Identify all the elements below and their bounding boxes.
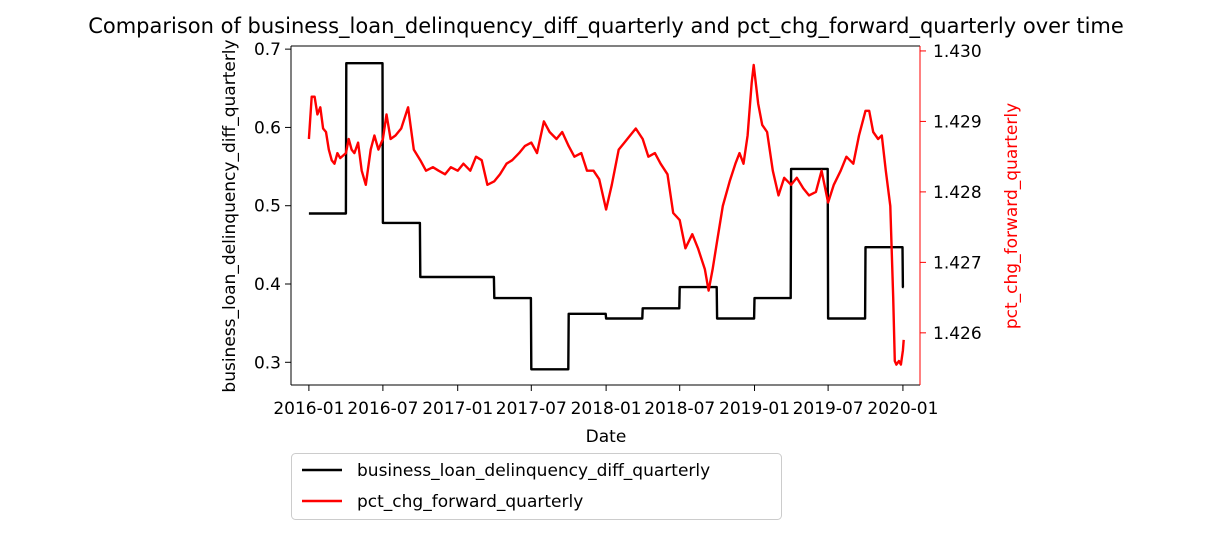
x-tick-label: 2020-01 xyxy=(867,399,938,419)
left-y-tick-label: 0.4 xyxy=(254,275,281,295)
legend-label-left-series: business_loan_delinquency_diff_quarterly xyxy=(357,461,710,481)
right-y-tick-label: 1.429 xyxy=(933,112,982,132)
left-y-tick-label: 0.5 xyxy=(254,197,281,217)
x-tick-label: 2016-01 xyxy=(273,399,344,419)
x-tick-label: 2017-01 xyxy=(422,399,493,419)
right-y-axis-label: pct_chg_forward_quarterly xyxy=(1002,103,1022,329)
left-y-tick-label: 0.6 xyxy=(254,118,281,138)
x-tick-label: 2016-07 xyxy=(347,399,418,419)
series-line-right xyxy=(307,63,905,366)
legend-label-right-series: pct_chg_forward_quarterly xyxy=(357,492,583,512)
left-y-tick-label: 0.7 xyxy=(254,40,281,60)
x-tick-label: 2018-01 xyxy=(571,399,642,419)
right-y-tick-label: 1.430 xyxy=(933,42,982,62)
x-tick-label: 2017-07 xyxy=(496,399,567,419)
x-tick-label: 2018-07 xyxy=(644,399,715,419)
left-y-axis-label: business_loan_delinquency_diff_quarterly xyxy=(220,39,240,392)
legend-frame xyxy=(291,453,782,520)
chart-title: Comparison of business_loan_delinquency_… xyxy=(88,14,1124,39)
x-tick-label: 2019-07 xyxy=(793,399,864,419)
right-y-tick-label: 1.428 xyxy=(933,183,982,203)
axes: 2016-01 2016-07 2017-01 2017-07 2018-01 2018-… xyxy=(254,40,982,419)
x-axis-label: Date xyxy=(586,427,627,447)
right-y-tick-label: 1.426 xyxy=(933,324,982,344)
legend: business_loan_delinquency_diff_quarterly… xyxy=(291,453,782,520)
left-y-tick-label: 0.3 xyxy=(254,353,281,373)
plot-area xyxy=(307,62,905,371)
right-y-tick-label: 1.427 xyxy=(933,253,982,273)
x-tick-label: 2019-01 xyxy=(719,399,790,419)
series-line-left xyxy=(308,62,905,371)
